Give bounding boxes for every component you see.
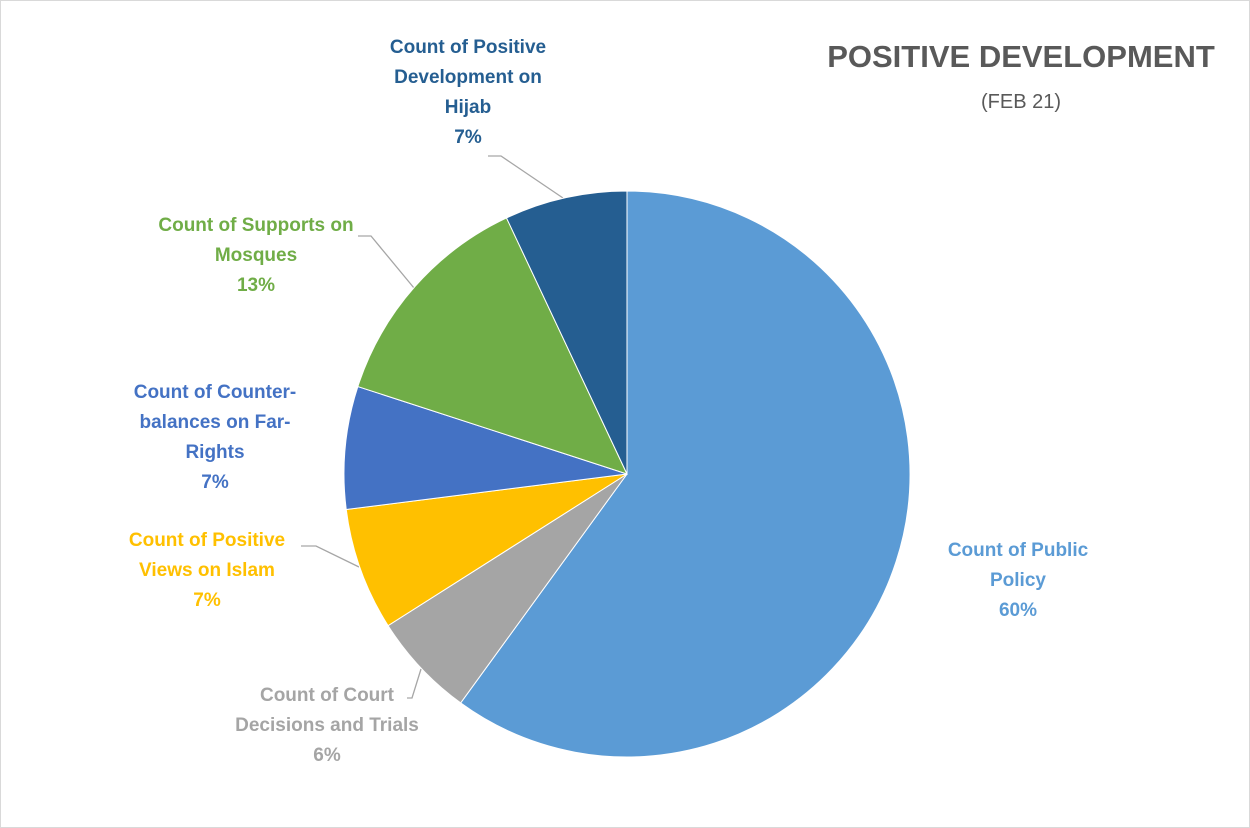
leader-line bbox=[488, 155, 564, 199]
label-name: Count of Counter-balances on Far-Rights bbox=[133, 382, 297, 463]
label-percent: 6% bbox=[313, 745, 341, 766]
leader-line bbox=[407, 668, 422, 699]
data-label: Count of Positive Views on Islam 7% bbox=[107, 526, 307, 616]
data-label: Count of Counter-balances on Far-Rights 7… bbox=[120, 378, 310, 498]
label-name: Count of Positive Development on Hijab bbox=[389, 37, 547, 118]
data-label: Count of Public Policy 60% bbox=[918, 536, 1118, 626]
label-name: Count of Positive Views on Islam bbox=[128, 530, 286, 581]
label-percent: 7% bbox=[454, 127, 482, 148]
data-label: Count of Positive Development on Hijab 7% bbox=[378, 33, 558, 153]
label-name: Count of Court Decisions and Trials bbox=[235, 685, 419, 736]
leader-line bbox=[358, 235, 415, 289]
pie-slice bbox=[459, 190, 911, 758]
pie-slice bbox=[345, 473, 628, 627]
chart-subtitle: (FEB 21) bbox=[980, 91, 1062, 113]
label-percent: 7% bbox=[201, 472, 229, 493]
label-percent: 7% bbox=[193, 590, 221, 611]
label-name: Count of Public Policy bbox=[947, 540, 1089, 591]
pie-slice bbox=[505, 190, 628, 475]
label-percent: 13% bbox=[236, 275, 276, 296]
data-label: Count of Court Decisions and Trials 6% bbox=[222, 681, 432, 771]
pie-slice bbox=[343, 385, 628, 511]
pie-slice bbox=[357, 217, 628, 475]
label-name: Count of Supports on Mosques bbox=[158, 215, 354, 266]
leader-line bbox=[301, 545, 360, 568]
label-percent: 60% bbox=[998, 600, 1038, 621]
data-label: Count of Supports on Mosques 13% bbox=[151, 211, 361, 301]
chart-title: POSITIVE DEVELOPMENT bbox=[827, 39, 1215, 74]
